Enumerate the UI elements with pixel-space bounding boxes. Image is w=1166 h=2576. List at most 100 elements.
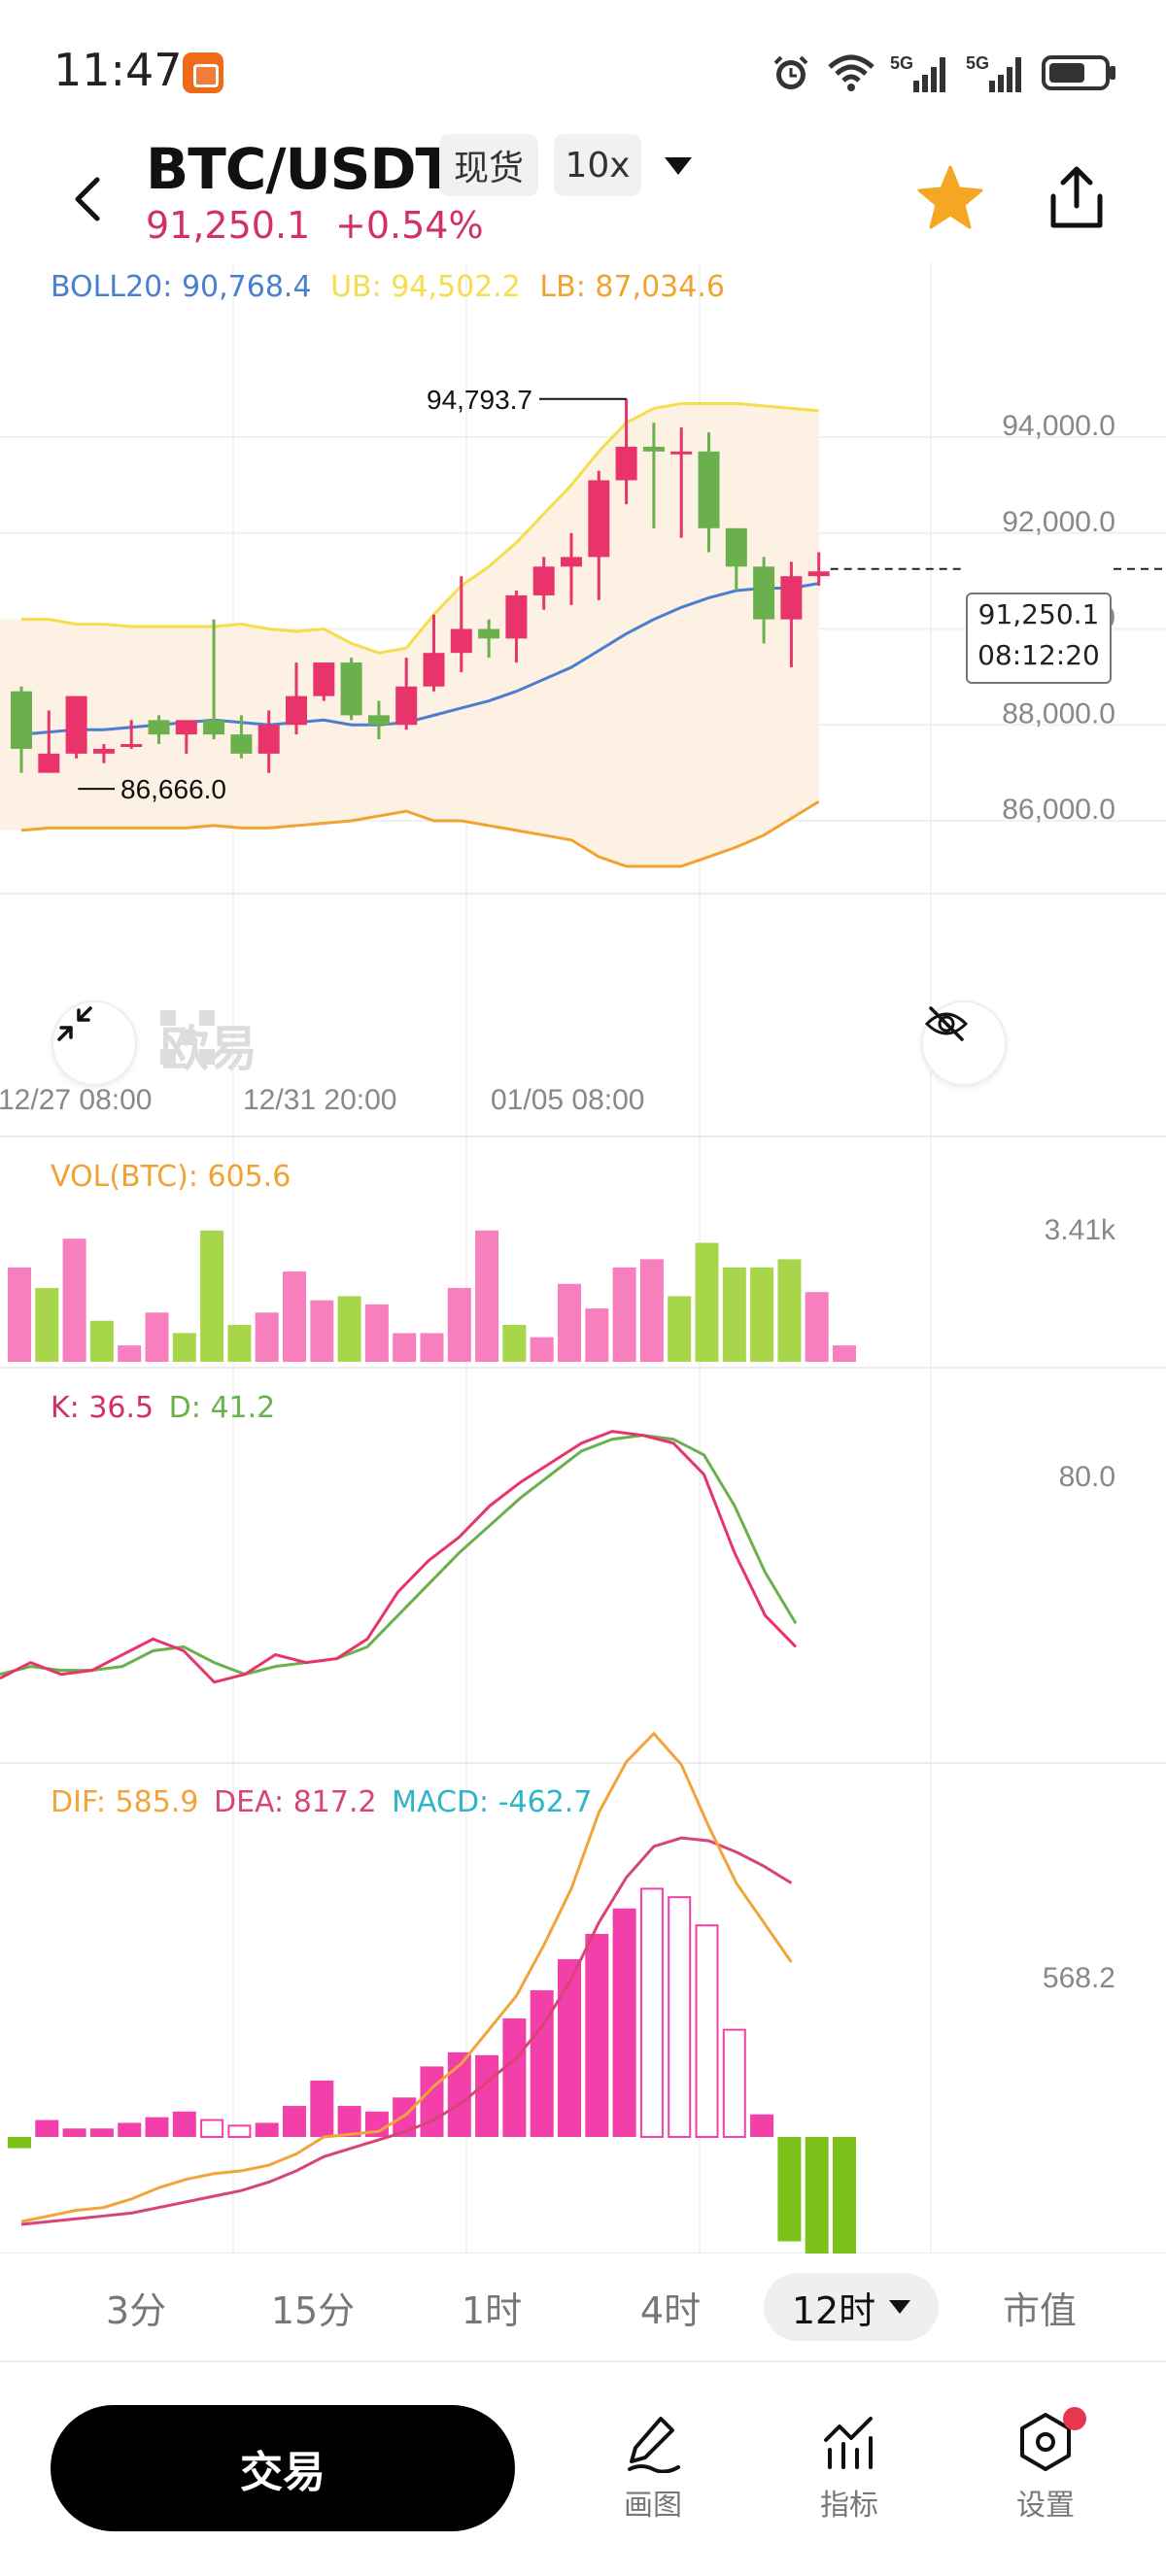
indicator-chart-icon <box>824 2417 873 2469</box>
network-type-1: 5G <box>890 53 913 73</box>
macd-histogram-bar <box>172 2111 196 2137</box>
chart-canvas[interactable]: 94,793.786,666.094,000.092,000.090,000.0… <box>0 262 1166 2254</box>
candle-body <box>286 695 307 726</box>
boll-value: 90,768.4 <box>181 270 312 304</box>
bollinger-fill <box>0 403 819 866</box>
volume-bar <box>695 1242 719 1362</box>
macd-histogram-bar <box>200 2118 224 2138</box>
volume-bar <box>530 1337 554 1362</box>
network-type-2: 5G <box>966 53 989 73</box>
volume-bar <box>447 1287 471 1362</box>
macd-histogram-bar <box>35 2119 59 2137</box>
candle-body <box>423 653 445 687</box>
candle-body <box>780 576 803 620</box>
macd-histogram-bar <box>255 2122 279 2137</box>
candle-body <box>588 480 610 558</box>
macd-histogram-bar <box>420 2066 444 2137</box>
pair-title[interactable]: BTC/USDT <box>146 136 454 202</box>
volume-bar <box>558 1283 581 1362</box>
tab-12h[interactable]: 12时 <box>764 2273 939 2341</box>
lb-label: LB: <box>539 270 586 304</box>
k-value: 36.5 <box>88 1391 154 1425</box>
kd-lines <box>0 1430 798 1684</box>
macd-histogram-bar <box>722 2028 746 2138</box>
collapse-chart-button[interactable] <box>51 1000 137 1086</box>
indicators-label: 指标 <box>820 2489 878 2523</box>
macd-histogram-bar <box>89 2128 114 2137</box>
tab-label: 1时 <box>461 2288 523 2332</box>
last-price: 91,250.1 <box>146 204 311 247</box>
settings-button[interactable]: 设置 <box>987 2407 1104 2537</box>
alarm-icon <box>770 51 812 94</box>
macd-histogram-bar <box>475 2054 499 2137</box>
tab-label: 4时 <box>639 2288 702 2332</box>
volume-bar <box>750 1267 774 1362</box>
collapse-icon <box>57 1006 92 1041</box>
macd-legend: DIF: 585.9 DEA: 817.2 MACD: -462.7 <box>51 1785 592 1819</box>
volume-bar <box>118 1345 142 1362</box>
volume-bar <box>777 1259 802 1362</box>
lb-value: 87,034.6 <box>595 270 725 304</box>
kline-chart[interactable]: 94,793.786,666.094,000.092,000.090,000.0… <box>0 262 1166 2254</box>
pair-dropdown-icon[interactable] <box>665 157 692 175</box>
tab-4h[interactable]: 4时 <box>612 2273 729 2341</box>
interval-dropdown-icon <box>889 2300 911 2314</box>
volume-bar <box>200 1230 224 1362</box>
volume-bar <box>227 1324 252 1362</box>
wifi-icon <box>826 51 876 94</box>
ub-value: 94,502.2 <box>391 270 521 304</box>
draw-button[interactable]: 画图 <box>595 2411 711 2537</box>
dif-value: 585.9 <box>115 1785 199 1819</box>
current-price-label: 91,250.1 08:12:20 <box>966 593 1112 684</box>
candle-body <box>120 744 143 747</box>
volume-bar <box>420 1333 444 1362</box>
macd-label: MACD: <box>392 1785 490 1819</box>
current-price-value: 91,250.1 <box>977 598 1100 630</box>
macd-histogram-bar <box>62 2128 86 2137</box>
toggle-visibility-button[interactable] <box>921 1000 1007 1086</box>
volume-bar <box>35 1287 59 1362</box>
tab-market-cap[interactable]: 市值 <box>981 2273 1098 2341</box>
tab-15m[interactable]: 15分 <box>255 2273 371 2341</box>
macd-histogram-bar <box>639 1887 664 2138</box>
volume-bar <box>502 1324 527 1362</box>
notification-dot <box>1063 2407 1086 2430</box>
price-axis-label: 94,000.0 <box>1002 410 1115 442</box>
time-axis-label: 12/27 08:00 <box>0 1084 152 1116</box>
candle-countdown: 08:12:20 <box>977 639 1100 671</box>
macd-histogram-bar <box>585 1933 609 2137</box>
share-button[interactable] <box>1040 161 1114 235</box>
volume-bar <box>89 1320 114 1362</box>
favorite-button[interactable] <box>913 161 987 235</box>
header: BTC/USDT 现货 10x 91,250.1 +0.54% <box>0 126 1166 262</box>
interval-tabs: 3分 15分 1时 4时 12时 市值 <box>0 2263 1166 2351</box>
candle-body <box>670 451 693 455</box>
candle-body <box>478 628 500 639</box>
volume-bar <box>668 1296 692 1362</box>
volume-bar <box>805 1292 829 1362</box>
tab-1h[interactable]: 1时 <box>433 2273 550 2341</box>
candle-body <box>395 686 418 726</box>
d-value: 41.2 <box>210 1391 276 1425</box>
exchange-watermark: 欧易 <box>160 1010 257 1080</box>
kd-axis-label: 80.0 <box>1059 1461 1115 1493</box>
indicators-button[interactable]: 指标 <box>791 2411 908 2537</box>
candle-body <box>532 566 555 595</box>
tab-label: 市值 <box>1002 2288 1077 2332</box>
trade-button[interactable]: 交易 <box>51 2405 515 2531</box>
price-axis-label: 88,000.0 <box>1002 697 1115 729</box>
max-price-marker: 94,793.7 <box>427 385 532 415</box>
status-time: 11:47 <box>53 44 183 96</box>
back-button[interactable] <box>68 170 107 228</box>
star-icon <box>917 165 983 229</box>
volume-bar <box>364 1304 389 1362</box>
candle-body <box>505 594 528 639</box>
tab-label: 15分 <box>270 2288 356 2332</box>
candle-body <box>753 566 775 620</box>
volume-bar <box>639 1259 664 1362</box>
cellular-signal-icon: 5G <box>890 51 952 94</box>
min-price-marker: 86,666.0 <box>120 774 226 804</box>
bollinger-band <box>0 401 820 868</box>
macd-histogram-bar <box>283 2106 306 2137</box>
tab-3m[interactable]: 3分 <box>78 2273 194 2341</box>
